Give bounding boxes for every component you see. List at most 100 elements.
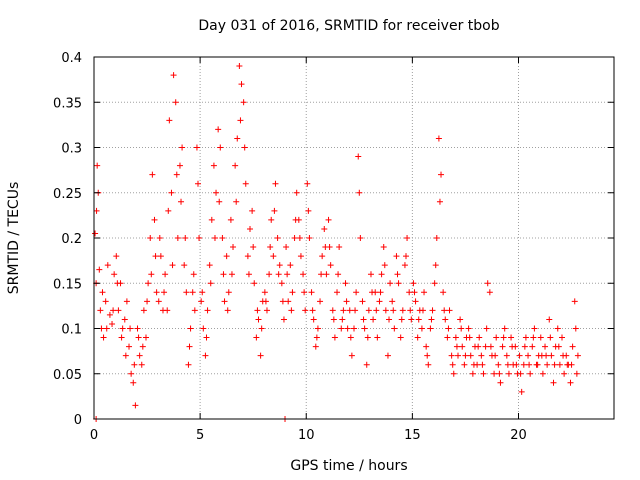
data-point (219, 235, 226, 241)
data-point (118, 334, 125, 341)
data-point (360, 316, 367, 323)
data-point (310, 316, 317, 323)
data-point (429, 307, 436, 314)
data-point (313, 334, 320, 341)
data-point (445, 325, 452, 332)
data-point (461, 361, 468, 368)
data-point (211, 235, 218, 241)
data-point (210, 162, 217, 169)
data-point (266, 271, 273, 278)
data-point (287, 262, 294, 269)
data-point (342, 280, 349, 287)
x-tick-label: 0 (90, 428, 98, 443)
data-point (233, 198, 240, 205)
data-point (423, 343, 430, 350)
data-point (314, 325, 321, 332)
data-point (516, 352, 523, 359)
data-point (367, 271, 374, 278)
data-point (261, 289, 268, 296)
data-point (452, 334, 459, 341)
data-point (147, 235, 154, 241)
data-point (193, 144, 200, 151)
data-point (390, 307, 397, 314)
data-point (384, 352, 391, 359)
data-point (128, 370, 135, 377)
data-point (135, 334, 142, 341)
data-point (309, 307, 316, 314)
data-point (381, 262, 388, 269)
data-point (569, 343, 576, 350)
data-point (157, 253, 164, 260)
data-point (301, 289, 308, 296)
data-point (469, 370, 476, 377)
data-point (204, 307, 211, 314)
data-point (336, 244, 343, 251)
data-point (190, 271, 197, 278)
data-point (138, 361, 145, 368)
data-point (521, 343, 528, 350)
y-tick-label: 0.25 (53, 187, 82, 202)
data-point (394, 271, 401, 278)
data-point (327, 262, 334, 269)
data-point (130, 379, 137, 386)
data-point (216, 198, 223, 205)
data-point (302, 307, 309, 314)
data-point (245, 271, 252, 278)
data-point (221, 298, 228, 305)
y-tick-label: 0 (74, 413, 82, 428)
x-tick-label: 15 (404, 428, 421, 443)
data-point (227, 216, 234, 223)
data-point (492, 352, 499, 359)
data-point (433, 235, 440, 241)
data-point (352, 307, 359, 314)
data-point (153, 289, 160, 296)
data-point (284, 271, 291, 278)
data-point (378, 271, 385, 278)
data-point (140, 307, 147, 314)
data-point (399, 307, 406, 314)
data-point (169, 262, 176, 269)
data-point (236, 63, 243, 70)
data-point (340, 307, 347, 314)
data-point (347, 334, 354, 341)
data-point (574, 352, 581, 359)
data-point (170, 72, 177, 79)
data-point (478, 352, 485, 359)
data-point (376, 298, 383, 305)
x-tick-label: 10 (298, 428, 315, 443)
data-point (254, 307, 261, 314)
data-point (270, 253, 277, 260)
data-point (446, 307, 453, 314)
data-point (453, 343, 460, 350)
data-point (292, 216, 299, 223)
data-point (111, 271, 118, 278)
data-point (230, 244, 237, 251)
data-point (109, 320, 116, 327)
data-point (509, 343, 516, 350)
data-point (517, 370, 524, 377)
data-point (359, 298, 366, 305)
data-point (412, 298, 419, 305)
data-point (335, 271, 342, 278)
data-point (435, 135, 442, 142)
data-point (119, 325, 126, 332)
data-point (484, 280, 491, 287)
data-point (156, 235, 163, 241)
data-point (189, 289, 196, 296)
data-point (475, 343, 482, 350)
data-point (234, 135, 241, 142)
data-point (531, 325, 538, 332)
data-point (406, 289, 413, 296)
data-point (458, 325, 465, 332)
data-point (462, 352, 469, 359)
data-point (195, 180, 201, 187)
data-point (555, 343, 562, 350)
data-point (198, 298, 205, 305)
data-point (503, 352, 510, 359)
data-point (525, 352, 532, 359)
x-tick-label: 20 (510, 428, 527, 443)
data-point (103, 325, 110, 332)
data-point (418, 325, 425, 332)
data-point (513, 361, 520, 368)
